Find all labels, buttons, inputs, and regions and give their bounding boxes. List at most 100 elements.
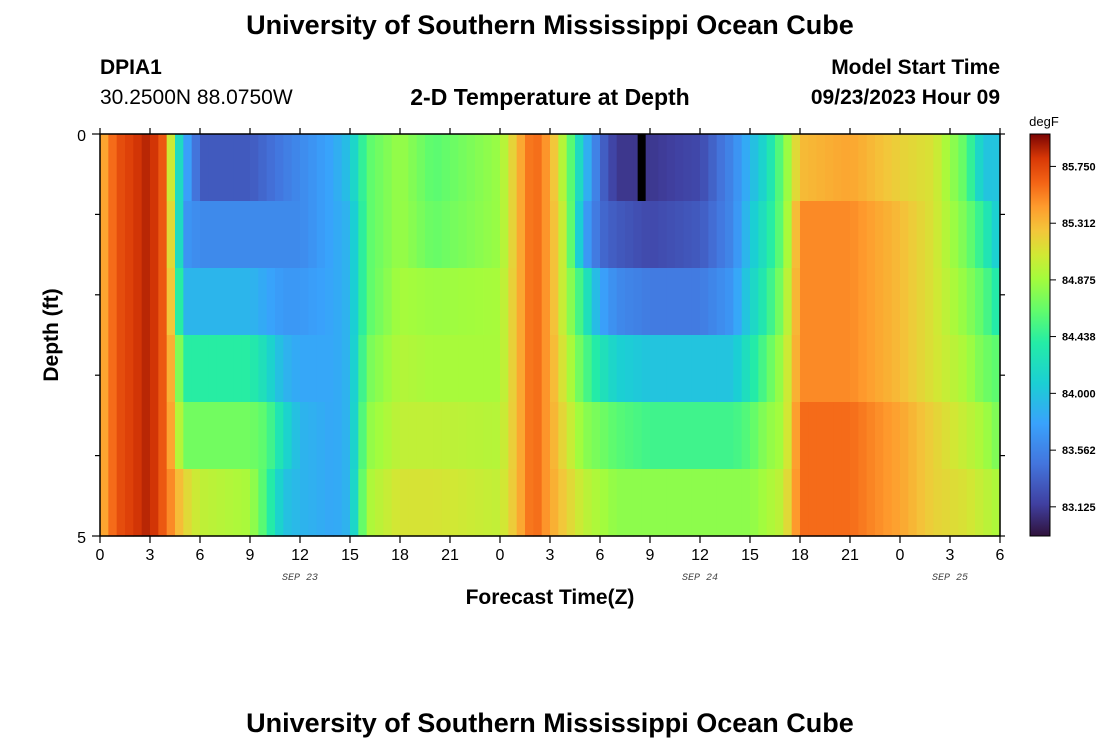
heatmap-cell [491, 469, 501, 537]
y-tick-label: 5 [77, 530, 86, 547]
heatmap-cell [958, 268, 968, 336]
heatmap-cell [700, 201, 709, 269]
heatmap-cell [383, 268, 393, 336]
heatmap-cell [733, 402, 743, 470]
heatmap-cell [625, 201, 634, 269]
heatmap-cell [641, 201, 651, 269]
heatmap-cell [750, 402, 759, 470]
heatmap-cell [416, 134, 426, 202]
heatmap-cell [275, 469, 284, 537]
heatmap-cell [175, 402, 184, 470]
heatmap-cell [616, 134, 626, 202]
heatmap-cell [633, 402, 643, 470]
heatmap-cell [183, 268, 193, 336]
y-axis-label: Depth (ft) [40, 288, 63, 381]
heatmap-cell [741, 201, 751, 269]
heatmap-cell [141, 201, 151, 269]
heatmap-cell [583, 201, 593, 269]
heatmap-cell [641, 268, 651, 336]
heatmap-cell [658, 268, 668, 336]
heatmap-cell [358, 134, 368, 202]
heatmap-cell [525, 335, 534, 403]
heatmap-cell [266, 335, 276, 403]
heatmap-cell [791, 335, 801, 403]
heatmap-cell [991, 134, 1001, 202]
heatmap-cell [808, 201, 818, 269]
colorbar-tick-label: 85.750 [1062, 161, 1096, 173]
heatmap-cell [466, 469, 476, 537]
heatmap-cell [491, 134, 501, 202]
heatmap-cell [350, 201, 359, 269]
heatmap-cell [691, 134, 701, 202]
heatmap-cell [141, 268, 151, 336]
heatmap-cell [558, 469, 568, 537]
x-tick-label: 0 [496, 547, 505, 564]
heatmap-cell [991, 469, 1001, 537]
heatmap-cell [991, 201, 1001, 269]
heatmap-cell [150, 335, 159, 403]
heatmap-cell [750, 201, 759, 269]
heatmap-cell [558, 335, 568, 403]
heatmap-cell [241, 134, 251, 202]
heatmap-cells [100, 134, 1001, 537]
heatmap-cell [591, 134, 601, 202]
heatmap-cell [975, 201, 984, 269]
heatmap-cell [341, 134, 351, 202]
heatmap-cell [100, 335, 109, 403]
heatmap-cell [608, 134, 618, 202]
heatmap-cell [566, 469, 576, 537]
heatmap-cell [775, 402, 784, 470]
heatmap-cell [691, 469, 701, 537]
heatmap-cell [266, 134, 276, 202]
heatmap-cell [566, 335, 576, 403]
heatmap-cell [400, 201, 409, 269]
heatmap-cell [733, 268, 743, 336]
heatmap-cell [583, 469, 593, 537]
heatmap-cell [241, 402, 251, 470]
heatmap-cell [841, 335, 851, 403]
heatmap-cell [725, 134, 734, 202]
heatmap-cell [150, 402, 159, 470]
heatmap-cell [250, 268, 259, 336]
heatmap-cell [775, 268, 784, 336]
heatmap-cell [108, 268, 118, 336]
heatmap-cell [608, 201, 618, 269]
heatmap-cell [500, 201, 509, 269]
heatmap-cell [925, 134, 934, 202]
heatmap-cell [766, 268, 776, 336]
heatmap-cell [791, 134, 801, 202]
heatmap-cell [458, 201, 468, 269]
heatmap-cell [100, 201, 109, 269]
heatmap-cell [358, 268, 368, 336]
heatmap-cell [316, 469, 326, 537]
heatmap-cell [783, 335, 793, 403]
heatmap-cell [158, 134, 168, 202]
heatmap-cell [675, 402, 684, 470]
heatmap-cell [983, 134, 993, 202]
heatmap-cell [183, 335, 193, 403]
heatmap-cell [525, 402, 534, 470]
heatmap-cell [616, 402, 626, 470]
heatmap-cell [875, 268, 884, 336]
heatmap-cell [191, 469, 201, 537]
heatmap-cell [675, 335, 684, 403]
heatmap-cell [233, 134, 243, 202]
station-coordinates: 30.2500N 88.0750W [100, 86, 293, 109]
heatmap-cell [483, 335, 493, 403]
heatmap-cell [933, 402, 943, 470]
heatmap-cell [175, 335, 184, 403]
heatmap-cell [775, 335, 784, 403]
heatmap-cell [216, 402, 226, 470]
heatmap-cell [625, 134, 634, 202]
heatmap-cell [291, 335, 301, 403]
heatmap-cell [750, 469, 759, 537]
heatmap-cell [358, 402, 368, 470]
heatmap-cell [633, 201, 643, 269]
heatmap-cell [233, 201, 243, 269]
heatmap-cell [858, 402, 868, 470]
heatmap-cell [441, 335, 451, 403]
heatmap-cell [333, 201, 343, 269]
heatmap-cell [966, 201, 976, 269]
x-tick-label: 6 [596, 547, 605, 564]
heatmap-cell [958, 201, 968, 269]
